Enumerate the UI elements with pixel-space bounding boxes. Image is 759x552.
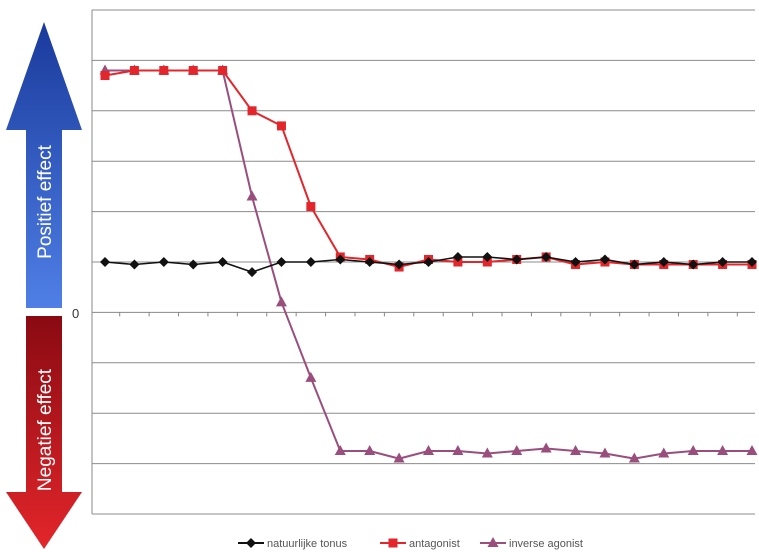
negative-effect-label: Negatief effect (35, 368, 56, 491)
data-point-natuurlijke-tonus (364, 257, 375, 267)
data-point-natuurlijke-tonus (747, 257, 757, 267)
data-point-inverse-agonist (687, 445, 699, 455)
data-point-inverse-agonist (570, 445, 582, 455)
positive-effect-arrow: Positief effect (6, 22, 82, 308)
data-point-antagonist (218, 65, 228, 75)
data-point-natuurlijke-tonus (658, 257, 669, 267)
data-point-natuurlijke-tonus (394, 259, 405, 270)
data-point-inverse-agonist (511, 445, 523, 455)
data-point-antagonist (247, 106, 257, 116)
negative-effect-arrow: Negatief effect (6, 316, 82, 549)
data-point-natuurlijke-tonus (335, 254, 346, 265)
legend-item-natuurlijke-tonus: natuurlijke tonus (238, 538, 348, 550)
data-point-natuurlijke-tonus (570, 257, 581, 267)
data-point-inverse-agonist (246, 190, 258, 201)
data-point-inverse-agonist (452, 445, 464, 455)
data-point-natuurlijke-tonus (305, 257, 316, 267)
data-point-antagonist (276, 121, 286, 131)
data-point-inverse-agonist (540, 442, 552, 453)
data-point-inverse-agonist (658, 447, 670, 458)
data-point-inverse-agonist (628, 452, 640, 463)
series-group (99, 64, 758, 463)
data-point-natuurlijke-tonus (276, 257, 287, 267)
series-antagonist (100, 65, 757, 272)
data-point-natuurlijke-tonus (511, 254, 522, 265)
data-point-natuurlijke-tonus (423, 257, 434, 267)
data-point-antagonist (159, 65, 169, 75)
legend-item-antagonist: antagonist (380, 538, 460, 550)
data-point-natuurlijke-tonus (100, 257, 110, 267)
data-point-inverse-agonist (334, 445, 346, 455)
data-point-inverse-agonist (746, 445, 758, 455)
data-point-natuurlijke-tonus (452, 251, 463, 262)
data-point-inverse-agonist (393, 452, 405, 463)
gridlines (92, 9, 755, 515)
data-point-inverse-agonist (364, 445, 376, 455)
data-point-inverse-agonist (423, 445, 434, 455)
data-point-natuurlijke-tonus (629, 259, 640, 270)
data-point-natuurlijke-tonus (158, 257, 169, 267)
data-point-antagonist (100, 71, 110, 81)
y-axis-zero-label: 0 (72, 306, 79, 321)
data-point-antagonist (306, 202, 316, 212)
series-line-antagonist (104, 69, 752, 268)
legend-marker (388, 538, 398, 548)
data-point-antagonist (188, 65, 198, 75)
data-point-antagonist (129, 65, 139, 75)
data-point-natuurlijke-tonus (599, 254, 610, 265)
data-point-natuurlijke-tonus (188, 259, 199, 270)
data-point-natuurlijke-tonus (482, 251, 493, 262)
data-point-natuurlijke-tonus (717, 257, 728, 267)
positive-effect-label: Positief effect (35, 144, 56, 258)
data-point-antagonist (453, 257, 463, 267)
data-point-inverse-agonist (717, 445, 729, 455)
legend-label: inverse agonist (509, 538, 583, 550)
legend-marker (246, 538, 256, 548)
data-point-natuurlijke-tonus (217, 257, 228, 267)
axes (91, 10, 755, 514)
data-point-natuurlijke-tonus (129, 259, 140, 270)
data-point-inverse-agonist (599, 447, 611, 458)
data-point-inverse-agonist (481, 447, 493, 458)
data-point-natuurlijke-tonus (688, 259, 699, 270)
legend-label: antagonist (409, 538, 460, 550)
legend: natuurlijke tonus antagonist inverse agoni… (238, 537, 583, 550)
legend-marker (487, 537, 499, 547)
data-point-natuurlijke-tonus (247, 267, 258, 278)
data-point-antagonist (482, 257, 492, 267)
data-point-inverse-agonist (305, 371, 317, 382)
data-point-natuurlijke-tonus (541, 251, 552, 262)
data-point-inverse-agonist (275, 296, 287, 307)
legend-item-inverse-agonist: inverse agonist (480, 537, 583, 550)
legend-label: natuurlijke tonus (267, 538, 348, 550)
series-natuurlijke-tonus (100, 251, 757, 278)
